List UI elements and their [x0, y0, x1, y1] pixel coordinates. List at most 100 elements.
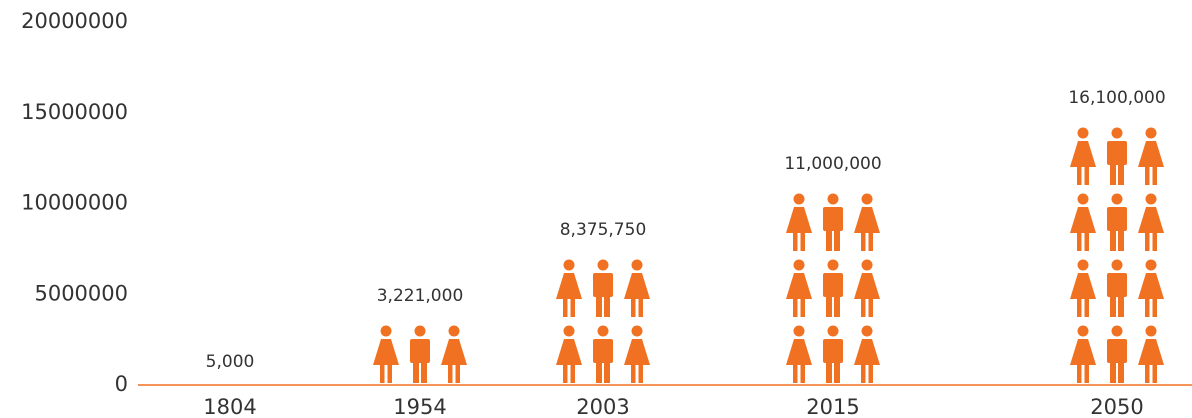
icon-body: [1107, 207, 1127, 231]
icon-leg: [868, 231, 873, 251]
icon-leg: [1145, 363, 1150, 383]
icon-stack: [786, 193, 880, 383]
icon-leg: [1084, 165, 1089, 185]
icon-leg: [1084, 297, 1089, 317]
x-tick-label: 2003: [576, 395, 629, 418]
icon-leg: [861, 363, 866, 383]
icon-head: [1145, 325, 1157, 337]
icon-leg: [1145, 231, 1150, 251]
icon-head: [563, 259, 575, 271]
value-label: 11,000,000: [784, 154, 881, 174]
icon-head: [793, 259, 805, 271]
y-tick-label: 0: [115, 372, 128, 396]
icon-stack: [1070, 127, 1164, 383]
icon-body: [786, 207, 812, 233]
icon-head: [414, 325, 426, 337]
icon-leg: [421, 361, 427, 383]
icon-head: [1077, 193, 1089, 205]
icon-body: [1070, 207, 1096, 233]
icon-leg: [1110, 295, 1116, 317]
icon-head: [1145, 259, 1157, 271]
icon-body: [1138, 141, 1164, 167]
y-tick-label: 15000000: [21, 100, 128, 124]
icon-leg: [638, 363, 643, 383]
icon-stack: [373, 325, 467, 383]
icon-leg: [826, 361, 832, 383]
icon-leg: [1118, 163, 1124, 185]
icon-leg: [793, 297, 798, 317]
icon-leg: [631, 363, 636, 383]
icon-leg: [1145, 165, 1150, 185]
icon-leg: [1152, 231, 1157, 251]
x-tick-label: 1804: [203, 395, 256, 418]
icon-body: [1070, 339, 1096, 365]
icon-body: [1070, 141, 1096, 167]
y-tick-label: 20000000: [21, 9, 128, 33]
icon-head: [1111, 193, 1123, 205]
icon-leg: [387, 363, 392, 383]
icon-head: [827, 325, 839, 337]
icon-head: [1077, 259, 1089, 271]
icon-leg: [1110, 361, 1116, 383]
icon-leg: [800, 297, 805, 317]
icon-leg: [1084, 363, 1089, 383]
icon-head: [597, 259, 609, 271]
icon-leg: [1152, 165, 1157, 185]
icon-leg: [638, 297, 643, 317]
icon-leg: [1077, 297, 1082, 317]
icon-body: [823, 207, 843, 231]
icon-body: [593, 273, 613, 297]
icon-body: [1138, 339, 1164, 365]
value-label: 5,000: [206, 352, 255, 372]
icon-body: [410, 339, 430, 363]
icon-body: [593, 339, 613, 363]
icon-head: [1111, 325, 1123, 337]
icon-body: [854, 273, 880, 299]
icon-leg: [1110, 163, 1116, 185]
icon-leg: [868, 363, 873, 383]
icon-body: [823, 339, 843, 363]
icon-leg: [1077, 231, 1082, 251]
icon-head: [861, 259, 873, 271]
icon-leg: [834, 295, 840, 317]
icon-leg: [1077, 363, 1082, 383]
icon-body: [854, 207, 880, 233]
value-label: 8,375,750: [560, 220, 647, 240]
y-tick-label: 10000000: [21, 191, 128, 215]
icon-head: [631, 325, 643, 337]
icon-head: [861, 193, 873, 205]
icon-leg: [596, 361, 602, 383]
icon-body: [1107, 141, 1127, 165]
icon-body: [556, 273, 582, 299]
icon-body: [786, 339, 812, 365]
icon-body: [624, 339, 650, 365]
icon-leg: [793, 363, 798, 383]
icon-head: [631, 259, 643, 271]
x-tick-label: 2015: [806, 395, 859, 418]
icon-leg: [868, 297, 873, 317]
icon-head: [380, 325, 392, 337]
icon-leg: [570, 297, 575, 317]
icon-head: [1077, 325, 1089, 337]
icon-leg: [1152, 297, 1157, 317]
icon-leg: [455, 363, 460, 383]
icon-leg: [570, 363, 575, 383]
icon-leg: [1077, 165, 1082, 185]
icon-leg: [413, 361, 419, 383]
icon-body: [854, 339, 880, 365]
icon-leg: [800, 363, 805, 383]
icon-leg: [1084, 231, 1089, 251]
icon-head: [827, 193, 839, 205]
icon-leg: [448, 363, 453, 383]
icon-head: [563, 325, 575, 337]
icon-leg: [861, 297, 866, 317]
icon-leg: [826, 229, 832, 251]
icon-leg: [1118, 361, 1124, 383]
icon-body: [1138, 207, 1164, 233]
icon-body: [624, 273, 650, 299]
icon-head: [1111, 259, 1123, 271]
y-tick-label: 5000000: [34, 281, 128, 305]
icon-leg: [563, 363, 568, 383]
icon-leg: [800, 231, 805, 251]
icon-body: [823, 273, 843, 297]
